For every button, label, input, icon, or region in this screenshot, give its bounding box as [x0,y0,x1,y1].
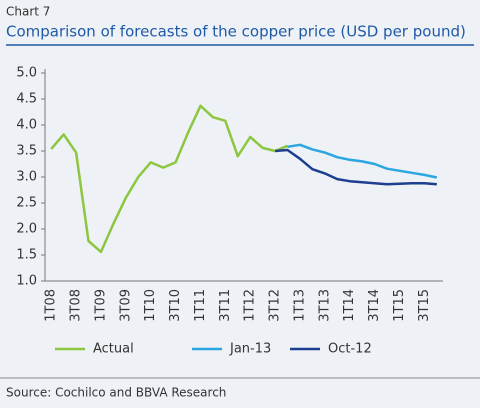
y-tick-label: 5.0 [16,66,37,81]
y-tick-label: 3.0 [16,170,37,185]
y-tick-label: 1.5 [16,248,37,263]
x-tick-label: 3T08 [69,289,84,322]
y-tick-label: 4.0 [16,118,37,133]
x-tick-label: 1T12 [243,289,258,322]
x-tick-label: 3T09 [118,289,133,322]
x-tick-label: 1T08 [44,289,59,322]
x-tick-label: 3T14 [367,289,382,322]
x-tick-label: 1T15 [392,289,407,322]
x-tick-label: 3T13 [317,289,332,322]
x-tick-label: 1T09 [93,289,108,322]
x-tick-label: 3T12 [268,289,283,322]
series-line [50,104,288,254]
series-line [287,143,438,179]
y-tick-label: 3.5 [16,144,37,159]
source: Source: Cochilco and BBVA Research [6,386,226,400]
chart-title: Comparison of forecasts of the copper pr… [6,23,466,41]
series-line [274,148,437,186]
x-tick-label: 1T10 [143,289,158,322]
y-tick-label: 4.5 [16,92,37,107]
x-tick-label: 3T10 [168,289,183,322]
legend-label: Jan-13 [229,342,271,357]
legend-label: Oct-12 [328,342,372,357]
y-tick-label: 1.0 [16,274,37,289]
x-tick-label: 1T14 [342,289,357,322]
x-tick-label: 1T13 [292,289,307,322]
x-tick-label: 3T11 [218,289,233,322]
y-tick-label: 2.5 [16,196,37,211]
x-tick-label: 1T11 [193,289,208,322]
chart-label: Chart 7 [6,5,50,19]
legend-label: Actual [93,342,134,357]
x-tick-label: 3T15 [417,289,432,322]
y-tick-label: 2.0 [16,222,37,237]
